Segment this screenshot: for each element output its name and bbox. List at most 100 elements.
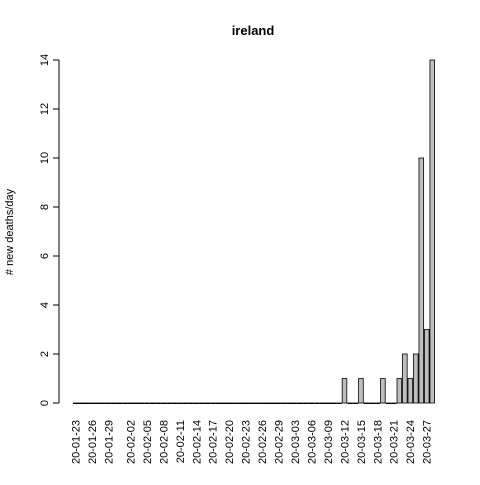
x-tick-label: 20-03-27 xyxy=(422,420,434,464)
bar xyxy=(138,402,145,405)
x-tick-label: 20-01-29 xyxy=(104,420,116,464)
x-tick-label: 20-02-29 xyxy=(274,420,286,464)
x-tick-label: 20-02-05 xyxy=(142,420,154,464)
bar xyxy=(78,402,84,405)
y-tick-label: 6 xyxy=(39,253,51,259)
bar xyxy=(83,402,90,405)
y-tick-label: 0 xyxy=(39,400,51,406)
y-tick-label: 4 xyxy=(39,302,51,308)
x-tick-label: 20-02-17 xyxy=(208,420,220,464)
y-axis: 0 2 4 6 8 10 12 14 xyxy=(39,54,60,406)
x-tick-label: 20-02-08 xyxy=(158,420,170,464)
bar xyxy=(155,402,161,405)
bar xyxy=(259,402,265,405)
bar xyxy=(73,402,79,405)
bar xyxy=(407,378,414,404)
bar xyxy=(391,402,397,405)
bar xyxy=(122,402,128,405)
chart-title: ireland xyxy=(232,23,275,38)
x-tick-label: 20-02-20 xyxy=(224,420,236,464)
bar xyxy=(182,402,189,405)
bar xyxy=(232,402,238,405)
bar xyxy=(204,402,211,405)
x-axis: 20-01-23 20-01-26 20-01-29 20-02-02 20-02-05… xyxy=(71,420,434,464)
x-tick-label: 20-02-23 xyxy=(241,420,253,464)
bar xyxy=(363,402,370,405)
x-tick-label: 20-01-26 xyxy=(87,420,99,464)
bar xyxy=(270,402,276,405)
bar xyxy=(286,402,293,405)
bar xyxy=(347,402,353,405)
bar xyxy=(199,402,205,405)
x-tick-label: 20-03-24 xyxy=(405,420,417,464)
bar xyxy=(292,402,298,405)
x-tick-label: 20-03-21 xyxy=(389,420,401,464)
bar xyxy=(319,402,326,405)
bar xyxy=(171,402,178,405)
y-tick-label: 14 xyxy=(39,54,51,66)
bar xyxy=(243,402,249,405)
bar xyxy=(226,402,233,405)
x-tick-label: 20-02-14 xyxy=(191,420,203,464)
bar xyxy=(105,402,112,405)
x-tick-label: 20-02-26 xyxy=(257,420,269,464)
bar xyxy=(215,402,222,405)
x-tick-label: 20-02-02 xyxy=(125,420,137,464)
y-tick-label: 2 xyxy=(39,351,51,357)
bar xyxy=(275,402,282,405)
bar xyxy=(116,402,123,405)
x-tick-label: 20-03-03 xyxy=(290,420,302,464)
bar xyxy=(149,402,156,405)
bar xyxy=(352,402,359,405)
bar xyxy=(385,402,392,405)
y-tick-label: 12 xyxy=(39,103,51,115)
bar xyxy=(396,378,403,404)
bar xyxy=(210,402,216,405)
bar xyxy=(237,402,244,405)
bar xyxy=(358,378,364,404)
bar xyxy=(402,353,408,404)
bar xyxy=(341,378,348,404)
bar xyxy=(330,402,337,405)
bar xyxy=(248,402,254,405)
y-axis-label: # new deaths/day xyxy=(4,188,16,275)
x-tick-label: 20-03-06 xyxy=(306,420,318,464)
bar xyxy=(160,402,167,405)
bar xyxy=(418,157,425,404)
bar xyxy=(100,402,106,405)
bar xyxy=(369,402,375,405)
bar xyxy=(297,402,304,405)
bar xyxy=(144,402,150,405)
bar xyxy=(254,402,260,405)
bar xyxy=(177,402,183,405)
bar xyxy=(111,402,117,405)
y-tick-label: 10 xyxy=(39,152,51,164)
x-tick-label: 20-03-18 xyxy=(372,420,384,464)
x-tick-label: 20-03-09 xyxy=(323,420,335,464)
x-tick-label: 20-02-11 xyxy=(175,420,187,463)
bar xyxy=(188,402,194,405)
x-tick-label: 20-03-15 xyxy=(356,420,368,464)
bar xyxy=(133,402,139,405)
bar xyxy=(336,402,342,405)
bar xyxy=(374,402,381,405)
bar xyxy=(303,402,309,405)
y-tick-label: 8 xyxy=(39,204,51,210)
bar xyxy=(166,402,172,405)
x-tick-label: 20-03-12 xyxy=(339,420,351,464)
bar xyxy=(314,402,320,405)
bar xyxy=(308,402,315,405)
bar xyxy=(281,402,287,405)
bar xyxy=(424,329,430,404)
bar xyxy=(89,402,95,405)
bar xyxy=(429,59,435,404)
bar xyxy=(94,402,101,405)
bar xyxy=(193,402,200,405)
bar xyxy=(127,402,134,405)
x-tick-label: 20-01-23 xyxy=(71,420,83,464)
bar xyxy=(325,402,331,405)
bars xyxy=(73,59,435,405)
bar xyxy=(221,402,227,405)
bar xyxy=(264,402,271,405)
